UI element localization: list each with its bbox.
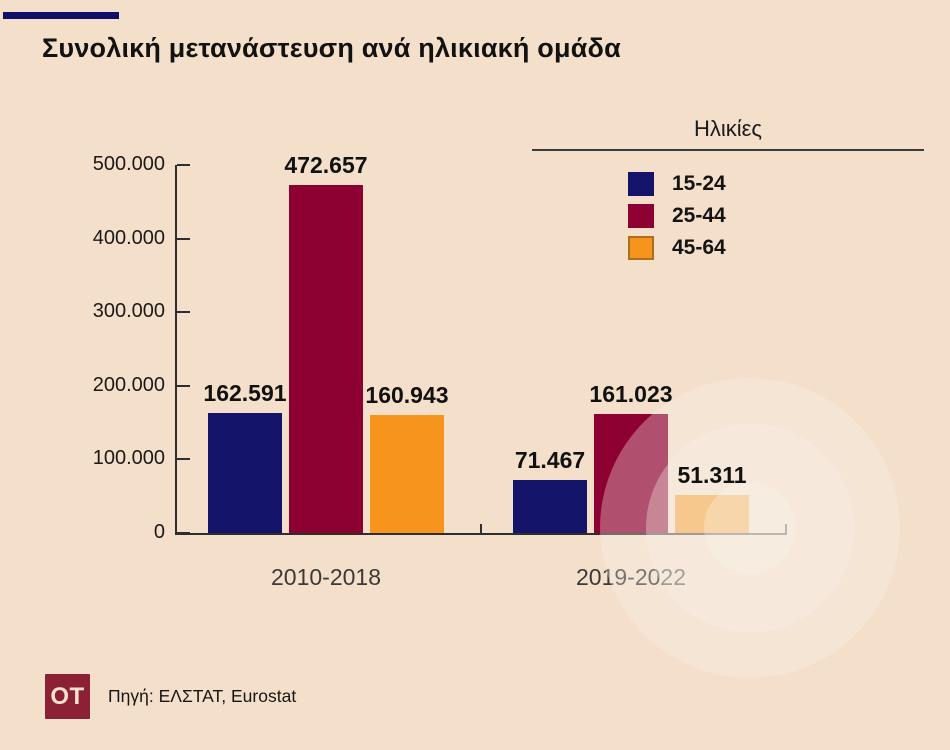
bar-value-label: 160.943 [365, 381, 449, 408]
y-axis-tick-label: 300.000 [92, 300, 165, 323]
y-axis-tick [177, 458, 190, 461]
y-axis-tick [177, 384, 190, 387]
bar-2010-2018-15-24 [208, 413, 282, 533]
x-axis-category-label: 2010-2018 [271, 564, 381, 590]
y-axis-line [175, 165, 177, 535]
chart-title: Συνολική μετανάστευση ανά ηλικιακή ομάδα [42, 33, 621, 63]
legend-label: 45-64 [672, 236, 726, 259]
y-axis-tick [177, 532, 190, 534]
bar-value-label: 162.591 [203, 380, 287, 407]
bar-2019-2022-15-24 [513, 480, 587, 533]
legend-swatch-15-24 [628, 172, 654, 196]
legend-swatch-45-64 [628, 236, 654, 260]
bar-value-label: 472.657 [284, 152, 368, 179]
ot-logo: OT [45, 674, 90, 719]
y-axis-tick-label: 0 [153, 521, 165, 543]
x-axis-tick [785, 524, 787, 533]
bar-value-label: 51.311 [677, 462, 747, 489]
legend-label: 25-44 [672, 204, 726, 227]
y-axis-tick-label: 500.000 [92, 153, 165, 175]
legend-item-25-44: 25-44 [628, 204, 726, 228]
y-axis-tick-label: 200.000 [92, 373, 165, 396]
y-axis-tick-label: 400.000 [92, 226, 165, 249]
bar-2019-2022-25-44 [594, 414, 668, 533]
y-axis-tick-label: 100.000 [92, 447, 165, 470]
x-axis-line [175, 533, 787, 535]
bar-value-label: 71.467 [514, 447, 586, 474]
y-axis-tick [177, 237, 190, 240]
legend-label: 15-24 [672, 172, 726, 195]
bar-value-label: 161.023 [589, 381, 673, 408]
legend-title: Ηλικίες [693, 116, 763, 141]
legend: 15-24 25-44 45-64 [628, 172, 726, 268]
legend-divider-line [532, 149, 924, 151]
accent-decor-bar [3, 12, 119, 19]
y-axis-tick [177, 164, 190, 166]
bar-2010-2018-45-64 [370, 414, 444, 533]
legend-swatch-25-44 [628, 204, 654, 228]
bar-2010-2018-25-44 [289, 185, 363, 533]
legend-item-45-64: 45-64 [628, 236, 726, 260]
source-attribution: Πηγή: ΕΛΣΤΑΤ, Eurostat [108, 686, 297, 706]
bar-2019-2022-45-64 [675, 495, 749, 533]
y-axis-tick [177, 311, 190, 314]
x-axis-category-label: 2019-2022 [576, 564, 686, 590]
x-axis-tick [480, 524, 482, 533]
legend-item-15-24: 15-24 [628, 172, 726, 196]
